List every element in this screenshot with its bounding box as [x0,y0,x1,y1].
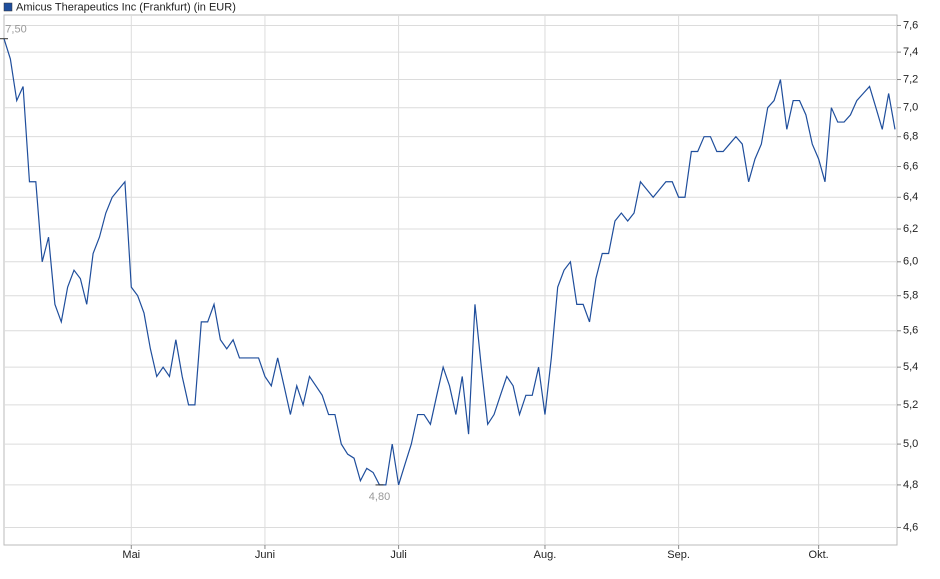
x-tick-label: Juli [390,549,407,561]
x-tick-label: Aug. [534,549,557,561]
y-tick-label: 4,6 [903,521,918,533]
legend-label: Amicus Therapeutics Inc (Frankfurt) (in … [16,1,236,13]
y-tick-label: 7,6 [903,19,918,31]
x-tick-label: Juni [255,549,275,561]
y-tick-label: 6,4 [903,191,918,203]
y-tick-label: 7,0 [903,102,918,114]
y-tick-label: 5,8 [903,290,918,302]
value-label: 7,50 [5,24,26,36]
plot-area [3,14,898,546]
y-tick-label: 4,8 [903,479,918,491]
x-tick-label: Mai [122,549,140,561]
legend-swatch [3,2,13,12]
y-tick-label: 7,2 [903,73,918,85]
y-tick-label: 5,2 [903,399,918,411]
value-label: 4,80 [369,491,390,503]
x-tick-label: Sep. [667,549,690,561]
x-tick-label: Okt. [809,549,829,561]
y-tick-label: 6,6 [903,160,918,172]
y-tick-label: 5,6 [903,325,918,337]
price-line [3,38,896,486]
y-tick-label: 5,4 [903,361,918,373]
y-tick-label: 6,8 [903,131,918,143]
y-tick-label: 6,0 [903,256,918,268]
y-tick-label: 6,2 [903,223,918,235]
y-tick-label: 5,0 [903,438,918,450]
y-tick-label: 7,4 [903,46,918,58]
